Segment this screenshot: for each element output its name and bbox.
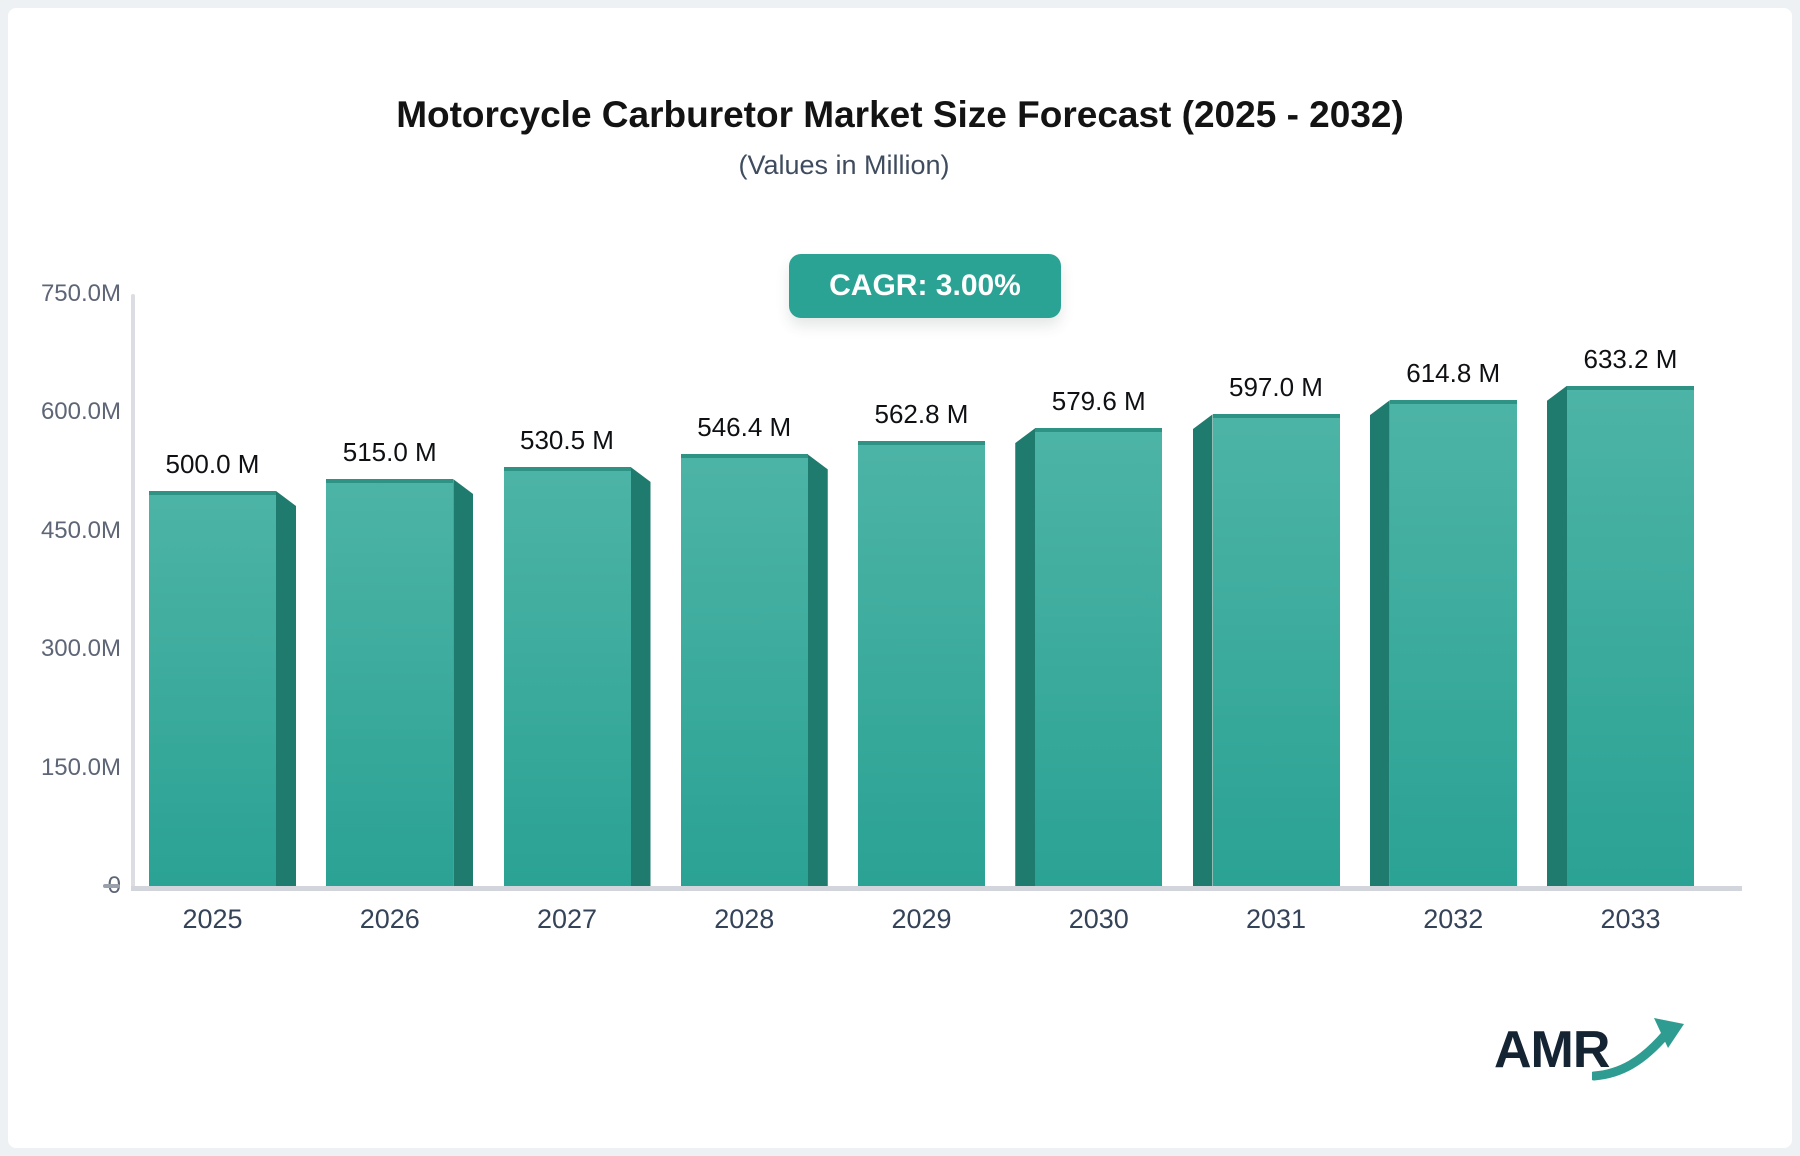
y-tick-label: 450.0M <box>40 516 121 544</box>
chart-card: Motorcycle Carburetor Market Size Foreca… <box>8 8 1792 1148</box>
bar-value-label: 500.0 M <box>165 449 260 479</box>
bar-value-label: 579.6 M <box>1051 386 1146 417</box>
bar-top-edge <box>149 491 276 495</box>
chart-subtitle: (Values in Million) <box>738 150 950 180</box>
amr-logo-text: AMR <box>1494 1021 1610 1079</box>
bar-side-face <box>1192 414 1213 886</box>
x-tick-label: 2027 <box>536 904 598 934</box>
bar-top-edge <box>503 466 631 471</box>
bar-value-label: 546.4 M <box>697 412 792 443</box>
y-tick-label: 600.0M <box>40 398 121 425</box>
x-axis-line <box>131 886 1742 891</box>
bar <box>149 491 276 886</box>
bar-side-face <box>807 454 828 886</box>
bar-value-label: 633.2 M <box>1583 343 1678 374</box>
bar-top-edge <box>326 479 454 484</box>
bar-top-edge <box>858 441 985 446</box>
bar <box>1389 400 1517 886</box>
x-tick-label: 2032 <box>1423 904 1484 934</box>
bar-side-face <box>1547 385 1567 886</box>
bar <box>680 454 808 886</box>
bar-top-edge <box>1389 400 1517 405</box>
bar-side-face <box>276 491 296 886</box>
bar <box>1035 428 1163 886</box>
bar-value-label: 530.5 M <box>520 424 614 455</box>
bar-value-label: 614.8 M <box>1406 358 1501 389</box>
y-tick-label: 150.0M <box>40 753 121 781</box>
bar-side-face <box>453 479 474 886</box>
bar-value-label: 597.0 M <box>1229 372 1323 403</box>
bar-value-label: 515.0 M <box>342 437 437 468</box>
bar-side-face <box>1015 428 1036 886</box>
bar-top-edge <box>680 454 808 459</box>
y-tick-label: 750.0M <box>40 279 121 307</box>
bar <box>1567 385 1694 886</box>
x-tick-label: 2031 <box>1245 904 1307 934</box>
growth-arrow-icon <box>1592 1018 1684 1081</box>
bar-top-edge <box>1035 428 1163 433</box>
amr-logo: AMR <box>1494 1012 1684 1090</box>
cagr-badge: CAGR: 3.00% <box>789 254 1061 318</box>
x-tick-label: 2033 <box>1600 904 1661 934</box>
x-tick-label: 2030 <box>1068 904 1129 934</box>
bar-side-face <box>630 466 651 886</box>
y-tick-label: 300.0M <box>40 635 121 662</box>
y-axis-line <box>131 294 135 891</box>
bar-value-label: 562.8 M <box>874 399 969 430</box>
x-tick-label: 2029 <box>891 904 952 934</box>
bar-top-edge <box>1567 385 1694 390</box>
bar-side-face <box>1369 400 1390 886</box>
bar <box>858 441 985 886</box>
bar <box>326 479 454 886</box>
bar-top-edge <box>1212 414 1340 419</box>
chart-title: Motorcycle Carburetor Market Size Foreca… <box>396 94 1404 135</box>
x-tick-label: 2028 <box>714 904 775 934</box>
zero-tick-dash <box>103 884 120 888</box>
x-tick-label: 2025 <box>182 904 243 934</box>
bar <box>1212 414 1340 886</box>
x-tick-label: 2026 <box>359 904 420 934</box>
bar <box>503 466 631 886</box>
